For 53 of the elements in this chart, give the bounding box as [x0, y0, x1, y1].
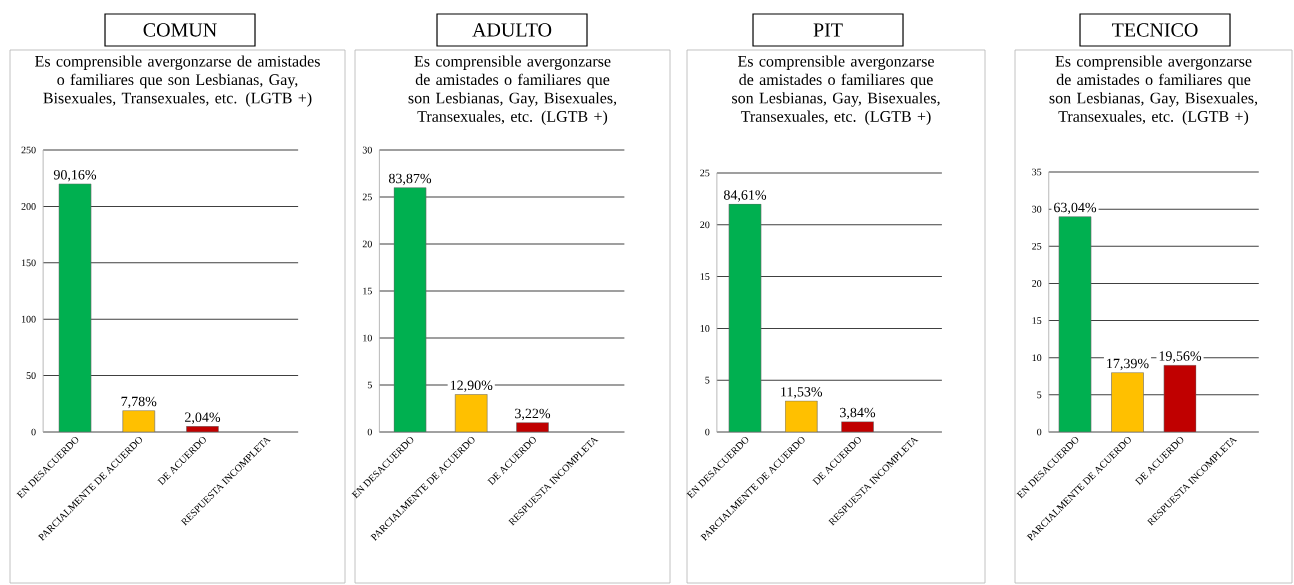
- y-tick-label: 20: [700, 221, 710, 229]
- y-tick-label: 10: [1032, 354, 1042, 362]
- y-tick-label: 10: [363, 334, 372, 342]
- bar: [393, 187, 427, 432]
- chart-title: ADULTO: [472, 23, 552, 37]
- y-tick-label: 100: [21, 315, 36, 323]
- annotation: 17,39%: [1107, 358, 1149, 371]
- chart-title: TECNICO: [1112, 23, 1198, 37]
- chart-title: COMUN: [143, 23, 217, 37]
- y-tick-label: 250: [21, 146, 36, 154]
- annotation: 12,90%: [450, 380, 493, 393]
- y-tick-label: 25: [1032, 242, 1042, 250]
- y-tick-label: 20: [362, 240, 372, 248]
- annotation: 3,84%: [840, 407, 876, 420]
- bar: [58, 183, 92, 432]
- annotation: 19,56%: [1159, 351, 1202, 363]
- y-tick-label: 0: [1037, 428, 1042, 436]
- y-tick-label: 50: [26, 372, 36, 379]
- annotation: 63,04%: [1054, 202, 1097, 215]
- y-tick-label: 20: [1032, 280, 1042, 287]
- annotation: 11,53%: [781, 387, 823, 399]
- y-tick-label: 5: [1037, 391, 1042, 399]
- bar: [516, 422, 549, 432]
- annotation: 90,16%: [53, 169, 97, 182]
- annotation: 84,61%: [723, 190, 767, 202]
- y-tick-label: 0: [705, 428, 710, 436]
- y-tick-label: 15: [700, 273, 710, 280]
- y-tick-label: 35: [1032, 168, 1042, 176]
- y-tick-label: 15: [363, 287, 372, 295]
- bar: [454, 394, 488, 432]
- y-tick-label: 30: [362, 146, 372, 154]
- y-tick-label: 5: [705, 376, 710, 384]
- annotation: 2,04%: [185, 412, 221, 424]
- chart-subtitle: Es comprensible avergonzarse de amistades o familiares que son Lesbianas, Gay, Bisexuales, Transexuales, etc. (LGTB +): [408, 55, 617, 126]
- annotation: 83,87%: [388, 173, 432, 186]
- y-tick-label: 0: [31, 428, 36, 436]
- annotation: 3,22%: [515, 408, 551, 421]
- y-tick-label: 25: [362, 193, 372, 201]
- y-tick-label: 30: [1032, 205, 1042, 213]
- y-tick-label: 0: [367, 428, 372, 436]
- bar: [186, 426, 219, 432]
- y-tick-label: 15: [1032, 317, 1042, 324]
- y-tick-label: 5: [367, 381, 372, 389]
- chart-title: PIT: [813, 23, 843, 37]
- y-tick-label: 200: [21, 203, 36, 210]
- y-tick-label: 10: [700, 325, 710, 332]
- annotation: 7,78%: [121, 396, 157, 409]
- chart-subtitle: Es comprensible avergonzarse de amistades o familiares que son Lesbianas, Gay, Bisexuales, Transexuales, etc. (LGTB +): [1049, 55, 1258, 126]
- y-tick-label: 150: [21, 259, 36, 267]
- chart-subtitle: Es comprensible avergonzarse de amistades o familiares que son Lesbianas, Gay, Bisexuales, Transexuales, etc. (LGTB +): [732, 55, 940, 126]
- bar: [784, 400, 818, 432]
- y-tick-label: 25: [700, 169, 710, 177]
- chart-subtitle: Es comprensible avergonzarse de amistades o familiares que son Lesbianas, Gay, Bisexuales, Transexuales, etc. (LGTB +): [35, 55, 320, 107]
